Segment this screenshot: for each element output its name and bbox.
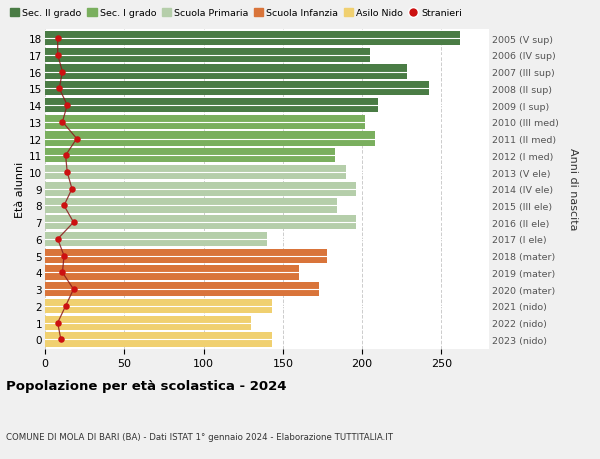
Point xyxy=(58,269,67,276)
Legend: Sec. II grado, Sec. I grado, Scuola Primaria, Scuola Infanzia, Asilo Nido, Stran: Sec. II grado, Sec. I grado, Scuola Prim… xyxy=(6,5,466,22)
Bar xyxy=(45,182,356,196)
Bar xyxy=(45,333,272,347)
Bar xyxy=(45,115,365,129)
Point xyxy=(58,119,67,126)
Point xyxy=(53,35,62,43)
Text: COMUNE DI MOLA DI BARI (BA) - Dati ISTAT 1° gennaio 2024 - Elaborazione TUTTITAL: COMUNE DI MOLA DI BARI (BA) - Dati ISTAT… xyxy=(6,431,393,441)
Point xyxy=(67,185,77,193)
Point xyxy=(69,219,79,226)
Point xyxy=(58,69,67,76)
Bar xyxy=(45,65,407,79)
Bar xyxy=(45,216,356,230)
Bar xyxy=(45,249,327,263)
Point xyxy=(55,85,64,93)
Point xyxy=(62,102,72,110)
Bar xyxy=(45,99,378,113)
Bar xyxy=(45,199,337,213)
Bar xyxy=(45,32,460,46)
Bar xyxy=(45,232,267,246)
Point xyxy=(53,319,62,327)
Point xyxy=(59,252,69,260)
Bar xyxy=(45,149,335,163)
Bar xyxy=(45,299,272,313)
Point xyxy=(56,336,65,343)
Point xyxy=(59,202,69,210)
Y-axis label: Anni di nascita: Anni di nascita xyxy=(568,148,578,230)
Bar xyxy=(45,82,429,96)
Point xyxy=(72,135,82,143)
Point xyxy=(61,302,70,310)
Point xyxy=(53,236,62,243)
Bar xyxy=(45,166,346,180)
Text: Popolazione per età scolastica - 2024: Popolazione per età scolastica - 2024 xyxy=(6,380,287,392)
Y-axis label: Età alunni: Età alunni xyxy=(15,161,25,218)
Bar xyxy=(45,266,299,280)
Point xyxy=(53,52,62,59)
Bar xyxy=(45,316,251,330)
Point xyxy=(62,169,72,176)
Bar xyxy=(45,132,375,146)
Point xyxy=(69,286,79,293)
Bar xyxy=(45,282,319,297)
Bar xyxy=(45,49,370,63)
Point xyxy=(61,152,70,160)
